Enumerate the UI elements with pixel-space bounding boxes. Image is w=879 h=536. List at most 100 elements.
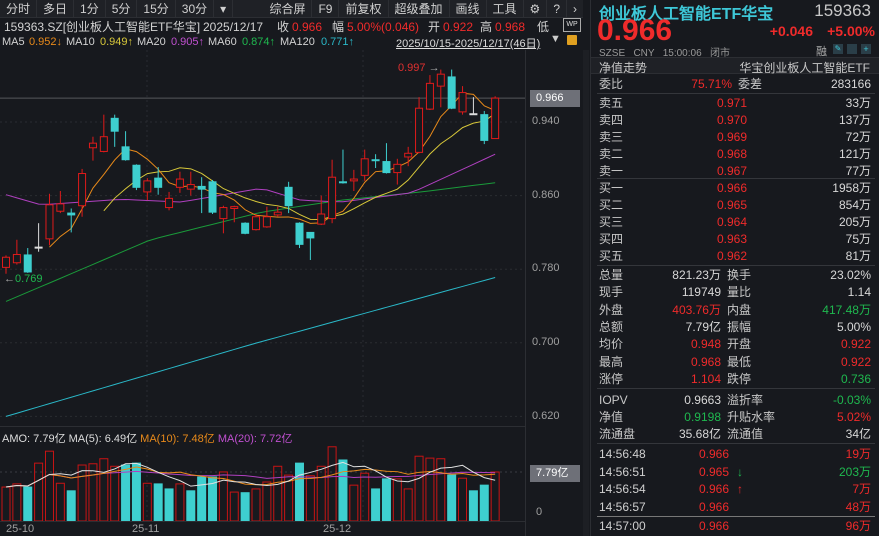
ask-level: 卖一 [599,164,624,178]
max-price-value: 0.997 [398,62,426,74]
volume-bar [327,446,337,521]
tick-row: 14:56:48 0.966 19万 [599,446,871,463]
forward-adjust-button[interactable]: 前复权 [339,0,389,18]
volume-chart[interactable] [0,440,525,521]
axis-divider [525,50,526,536]
nav-trend-label[interactable]: 净值走势 [599,61,648,75]
tab-intraday[interactable]: 分时 [0,0,38,18]
quote-sidebar: 创业板人工智能ETF华宝 159363 0.966 +0.046 +5.00% … [590,0,879,536]
fund-code: 159363 [814,1,871,20]
ma20-line [5,153,496,205]
tab-15min[interactable]: 15分 [137,0,176,18]
stat-value: 417.48万 [822,302,871,317]
vol-ma5-line [5,461,496,488]
candle-body [295,222,304,245]
tick-time: 14:56:51 [599,464,646,479]
gear-icon[interactable]: ⚙ [524,0,548,18]
vol-ma20-value: MA(20): 7.72亿 [217,433,293,445]
tick-row: 14:56:57 0.966 48万 [599,499,871,516]
add-icon[interactable]: + [861,44,871,54]
tab-5min[interactable]: 5分 [106,0,138,18]
candle-body [284,186,293,207]
wp-icon[interactable]: WP [563,18,581,32]
ma20-value: 0.905↑ [171,36,205,48]
composite-screen-button[interactable]: 综合屏 [263,0,313,18]
stat-label: 均价 [599,337,624,352]
volume-bar [392,478,402,521]
ask-volume: 33万 [845,96,871,110]
ma120-value: 0.771↑ [321,36,355,48]
draw-line-button[interactable]: 画线 [450,0,487,18]
candle-body [338,181,347,184]
ask-level: 卖四 [599,113,624,127]
ma10-line [103,113,496,221]
low-label: 低 [537,20,550,34]
help-icon[interactable]: ? [547,0,567,18]
close-label: 收 [277,20,290,34]
ask-level: 卖二 [599,147,624,161]
candle-body [425,82,434,110]
candle-body [23,254,32,273]
volume-bar [436,458,446,521]
ma60-label: MA60 [208,36,237,48]
order-ratio-label: 委比 [599,77,624,91]
panel-splitter[interactable] [583,50,589,536]
f9-button[interactable]: F9 [312,0,340,18]
candlestick-chart[interactable] [0,50,583,425]
volume-bar [55,482,65,521]
stat-row: 现手 119749 量比 1.14 [599,284,871,301]
volume-bar [316,465,326,521]
candle-body [219,207,228,220]
bid-row: 买五 0.962 81万 [599,248,871,265]
ma60-value: 0.874↑ [242,36,276,48]
chevron-right-icon[interactable]: › [573,1,577,16]
ask-row: 卖四 0.970 137万 [599,112,871,129]
dropdown-triangle-icon[interactable]: ▼ [550,33,561,45]
ma5-line [49,92,496,248]
volume-bar [218,471,228,521]
margin-badge: 融 [816,46,827,58]
nav-trend-bar[interactable]: 净值走势 华宝创业板人工智能ETF [591,57,879,75]
tools-button[interactable]: 工具 [487,0,524,18]
bid-price: 0.966 [716,181,747,195]
candle-body [262,216,271,228]
bid-level: 买五 [599,249,624,263]
bid-price: 0.964 [716,215,747,229]
edit-icon[interactable]: ✎ [833,44,843,54]
ask-volume: 137万 [838,113,871,127]
candle-body [273,211,282,216]
stat-value: 0.968 [690,354,721,369]
candle-body [491,97,500,140]
percent-change: +5.00% [827,23,875,39]
ma20-label: MA20 [137,36,166,48]
candle-body [393,163,402,174]
stat-value: 7.79亿 [685,319,721,334]
more-periods-dropdown[interactable]: ▾ [214,0,234,18]
candle-body [34,246,43,249]
candle-body [349,178,358,182]
tick-volume: 48万 [845,499,871,514]
stat-label: 升贴水率 [727,410,776,424]
min-price-value: 0.769 [15,273,43,285]
high-value: 0.968 [495,20,526,34]
candle-body [458,92,467,113]
volume-bar [186,490,196,521]
alert-bell-icon[interactable] [847,44,857,54]
super-overlay-button[interactable]: 超级叠加 [389,0,450,18]
tick-price: 0.965 [699,464,730,479]
ask-volume: 72万 [845,130,871,144]
candle-body [88,142,97,149]
stat-value: 1.14 [847,285,871,300]
stat-label: 量比 [727,285,752,300]
price-tick: 0.780 [532,262,560,274]
stat-label: 净值 [599,410,624,424]
tab-multi-day[interactable]: 多日 [37,0,75,18]
candle-body [78,173,87,207]
vol-ma5-value: MA(5): 6.49亿 [68,433,138,445]
tab-1min[interactable]: 1分 [74,0,106,18]
lock-icon[interactable] [567,35,577,45]
date-range-selector[interactable]: 2025/10/15-2025/12/17(46日) [396,38,541,50]
candle-body [371,159,380,162]
tab-30min[interactable]: 30分 [176,0,215,18]
last-price: 0.966 [597,14,673,47]
